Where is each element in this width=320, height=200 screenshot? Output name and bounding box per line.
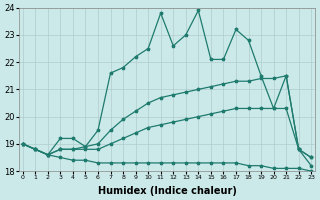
X-axis label: Humidex (Indice chaleur): Humidex (Indice chaleur) [98,186,236,196]
